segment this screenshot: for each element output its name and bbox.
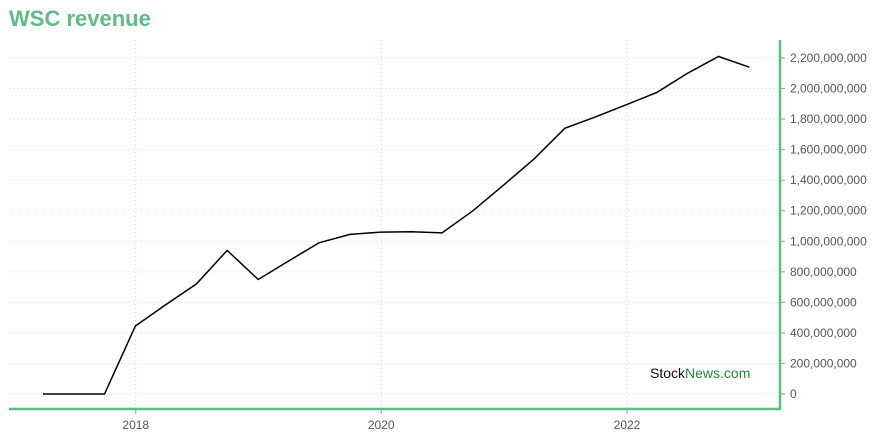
axes — [9, 40, 785, 414]
y-tick-label: 2,000,000,000 — [790, 82, 867, 96]
chart-title: WSC revenue — [9, 6, 151, 31]
y-tick-label: 0 — [790, 387, 797, 401]
tick-labels: 0 200,000,000 400,000,000 600,000,000 800,00… — [122, 51, 867, 432]
y-tick-label: 1,000,000,000 — [790, 234, 867, 248]
y-tick-label: 2,200,000,000 — [790, 51, 867, 65]
x-tick-label: 2018 — [122, 418, 149, 432]
watermark-stock: Stock — [650, 365, 686, 381]
grid-lines — [9, 40, 780, 409]
y-tick-label: 1,600,000,000 — [790, 143, 867, 157]
x-tick-label: 2022 — [614, 418, 641, 432]
series-line — [43, 55, 750, 395]
y-tick-label: 200,000,000 — [790, 356, 857, 370]
watermark-news: News.com — [685, 365, 751, 381]
y-tick-label: 600,000,000 — [790, 295, 857, 309]
y-tick-label: 800,000,000 — [790, 265, 857, 279]
y-tick-label: 400,000,000 — [790, 326, 857, 340]
y-tick-label: 1,800,000,000 — [790, 112, 867, 126]
y-tick-label: 1,200,000,000 — [790, 204, 867, 218]
x-tick-label: 2020 — [368, 418, 395, 432]
y-tick-label: 1,400,000,000 — [790, 173, 867, 187]
watermark: StockNews.com — [650, 365, 750, 381]
